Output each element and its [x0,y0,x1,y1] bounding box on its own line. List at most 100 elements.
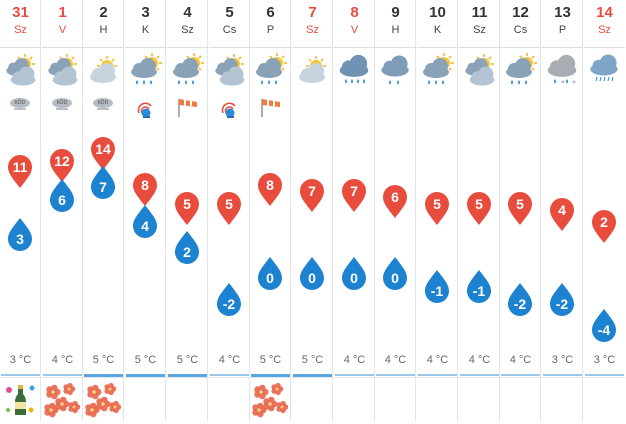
day-name: K [141,24,150,36]
day-name: P [558,24,567,36]
header-divider [584,47,625,48]
day-number: 4 [183,4,192,21]
svg-text:2: 2 [183,244,191,260]
day-column[interactable]: 11 Sz 5 -1 4 °C [459,0,500,422]
day-header: 13 P [542,4,583,37]
svg-text:12: 12 [54,153,70,169]
svg-text:-2: -2 [223,296,236,312]
flower-icon[interactable] [43,380,82,419]
header-divider [375,47,416,48]
svg-text:-2: -2 [514,296,527,312]
day-header: 5 Cs [209,4,250,37]
low-temp-marker: 4 [133,205,157,238]
temp-bar [293,374,332,377]
header-divider [209,47,250,48]
current-temp-label: 4 °C [509,354,532,366]
sleet-icon: * * [542,52,583,92]
cloudy-sun-icon [209,52,250,92]
fog-icon: KÖD [0,93,41,119]
svg-text:6: 6 [391,189,399,205]
svg-text:0: 0 [266,270,274,286]
svg-text:5: 5 [183,196,191,212]
day-column[interactable]: 31 Sz KÖD 11 3 3 °C [0,0,41,422]
current-temp-label: 5 °C [134,354,157,366]
temp-bar [251,374,290,377]
svg-text:4: 4 [141,218,149,234]
high-temp-marker: 2 [592,210,616,243]
row-divider [542,377,583,378]
current-temp-label: 5 °C [92,354,115,366]
row-divider [375,377,416,378]
svg-text:8: 8 [141,177,149,193]
day-column[interactable]: 7 Sz 7 0 5 °C [292,0,333,422]
header-divider [167,47,208,48]
day-name: Cs [222,24,237,36]
high-temp-marker: 5 [467,192,491,225]
current-temp-label: 5 °C [301,354,324,366]
day-number: 6 [266,4,275,21]
low-temp-marker: -2 [550,283,574,316]
high-temp-marker: 8 [258,173,282,206]
svg-text:0: 0 [391,270,399,286]
row-divider [83,377,124,378]
header-divider [500,47,541,48]
temp-bar [335,374,374,376]
windsock-icon [250,93,291,119]
flower-icon[interactable] [84,380,123,419]
day-column[interactable]: 4 Sz 5 2 5 °C [167,0,208,422]
day-column[interactable]: 2 H KÖD 14 7 5 °C [83,0,124,422]
low-temp-marker: 0 [258,257,282,290]
champagne-icon[interactable] [1,380,40,419]
day-header: 31 Sz [0,4,41,37]
temp-bar [376,374,415,376]
svg-text:KÖD: KÖD [57,99,68,106]
flower-icon[interactable] [251,380,290,419]
svg-text:KÖD: KÖD [15,99,26,106]
row-divider [167,377,208,378]
svg-text:KÖD: KÖD [98,99,109,106]
header-divider [417,47,458,48]
svg-text:2: 2 [600,214,608,230]
day-header: 14 Sz [584,4,625,37]
day-number: 2 [99,4,108,21]
day-column[interactable]: 5 Cs 5 -2 4 °C [209,0,250,422]
day-column[interactable]: 3 K 8 4 5 °C [125,0,166,422]
row-divider [0,377,41,378]
temp-bar [1,374,40,376]
alert-wind-icon [209,93,250,119]
svg-text:4: 4 [558,202,566,218]
header-divider [459,47,500,48]
high-temp-marker: 8 [133,173,157,206]
day-column[interactable]: 10 K 5 -1 4 °C [417,0,458,422]
temp-bar [168,374,207,377]
drizzle-icon [584,52,625,92]
day-number: 14 [596,4,613,21]
current-temp-label: 5 °C [259,354,282,366]
cloudy-sun-icon [42,52,83,92]
high-temp-marker: 4 [550,198,574,231]
day-column[interactable]: 12 Cs 5 -2 4 °C [500,0,541,422]
day-column[interactable]: 1 V KÖD 12 6 4 °C [42,0,83,422]
cloudy-sun-icon [459,52,500,92]
day-number: 11 [471,4,488,21]
day-column[interactable]: 14 Sz 2 -4 3 °C [584,0,625,422]
high-temp-marker: 12 [50,149,74,182]
header-divider [542,47,583,48]
low-temp-marker: -2 [217,283,241,316]
temp-bar [43,374,82,376]
row-divider [292,377,333,378]
low-temp-marker: -1 [467,270,491,303]
day-number: 3 [141,4,150,21]
day-column[interactable]: 13 P * * 4 -2 3 °C [542,0,583,422]
row-divider [584,377,625,378]
svg-text:0: 0 [350,270,358,286]
low-temp-marker: 7 [91,166,115,199]
sun-shower-icon [500,52,541,92]
low-temp-marker: 3 [8,218,32,251]
header-divider [334,47,375,48]
